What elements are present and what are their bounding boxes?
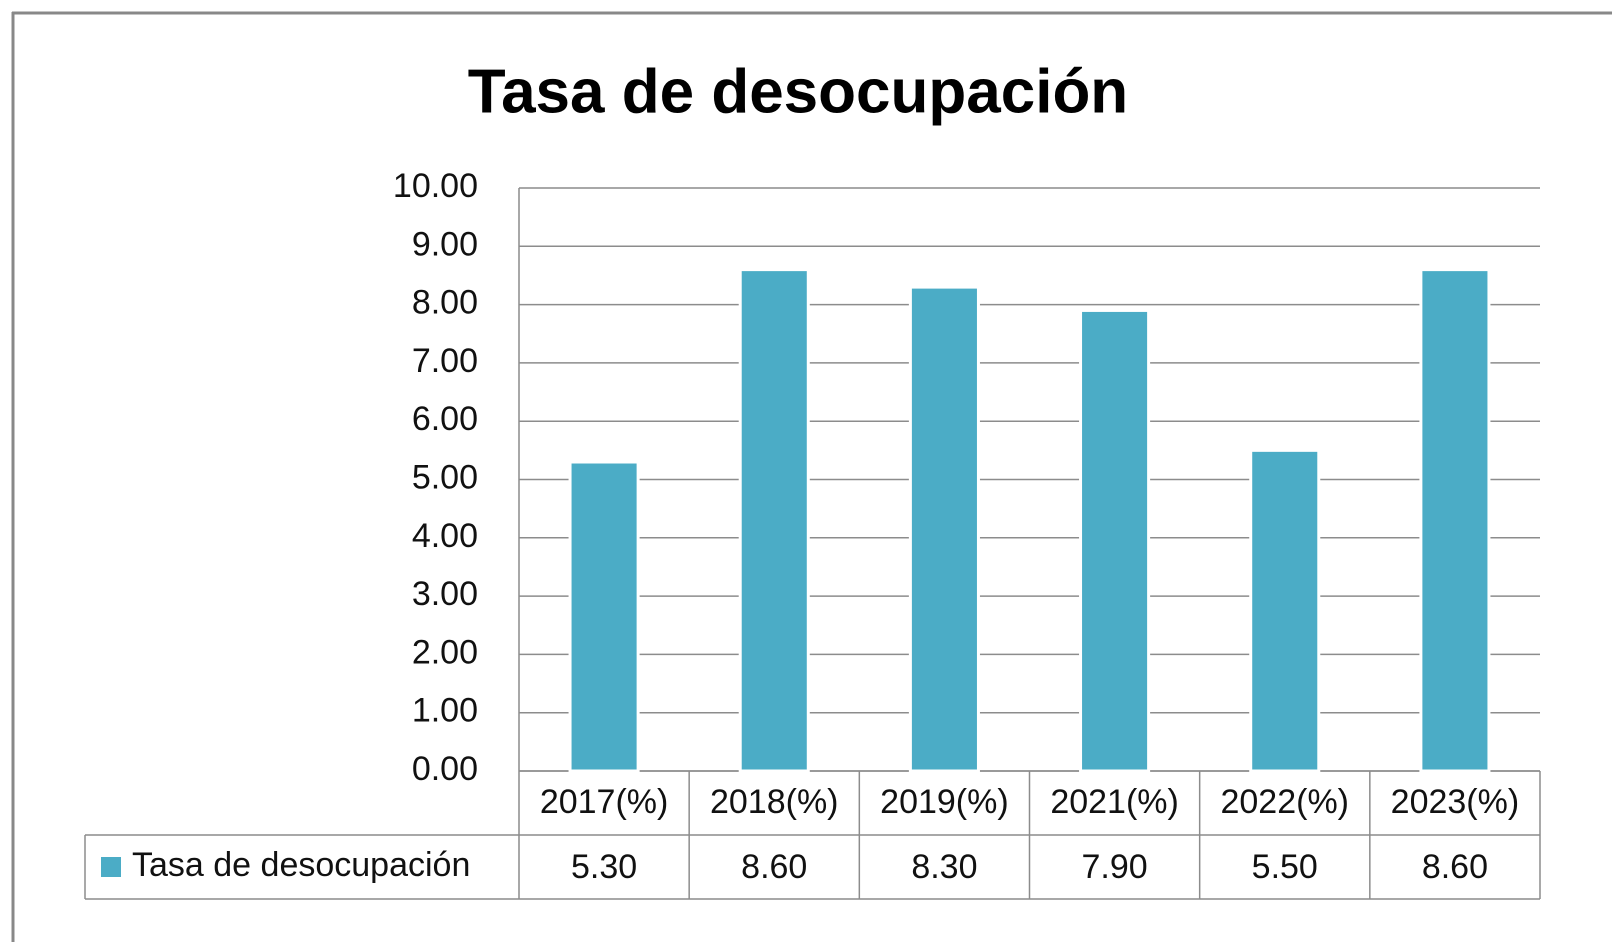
y-tick-label: 9.00 <box>412 225 478 263</box>
x-tick-label: 2021(%) <box>1050 783 1179 821</box>
bar <box>908 285 980 773</box>
bar <box>1079 308 1151 773</box>
y-tick-label: 1.00 <box>412 692 478 730</box>
y-tick-label: 10.00 <box>393 167 478 205</box>
y-tick-label: 7.00 <box>412 342 478 380</box>
data-label: 7.90 <box>1081 848 1147 886</box>
y-tick-label: 4.00 <box>412 517 478 555</box>
x-tick-label: 2023(%) <box>1391 783 1520 821</box>
bar <box>1419 268 1491 773</box>
bar <box>1249 448 1321 773</box>
y-tick-label: 3.00 <box>412 575 478 613</box>
y-tick-label: 6.00 <box>412 400 478 438</box>
x-tick-label: 2022(%) <box>1220 783 1349 821</box>
data-label: 8.30 <box>911 848 977 886</box>
y-tick-label: 5.00 <box>412 458 478 496</box>
bar <box>738 268 810 773</box>
legend-label: Tasa de desocupación <box>132 846 470 884</box>
y-tick-label: 2.00 <box>412 633 478 671</box>
x-tick-label: 2017(%) <box>540 783 669 821</box>
chart-title: Tasa de desocupación <box>468 57 1128 126</box>
data-label: 5.50 <box>1252 848 1318 886</box>
x-tick-label: 2018(%) <box>710 783 839 821</box>
y-tick-label: 0.00 <box>412 750 478 788</box>
data-label: 5.30 <box>571 848 637 886</box>
y-tick-label: 8.00 <box>412 284 478 322</box>
data-label: 8.60 <box>741 848 807 886</box>
legend-key <box>101 857 121 877</box>
bar <box>568 460 640 773</box>
x-tick-label: 2019(%) <box>880 783 1009 821</box>
data-label: 8.60 <box>1422 848 1488 886</box>
